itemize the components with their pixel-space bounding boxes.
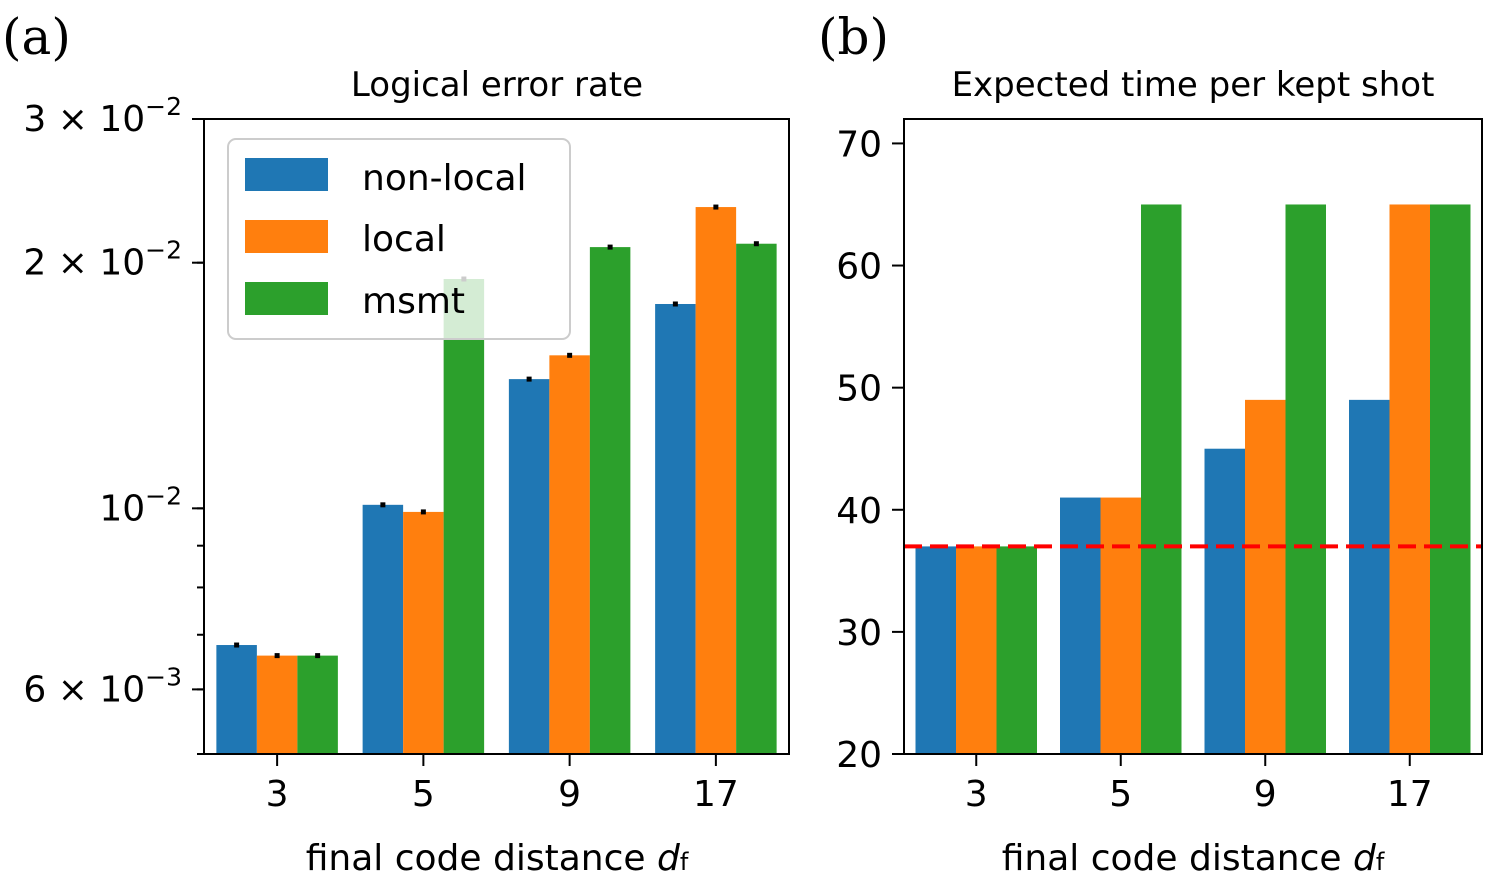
legend-swatch-local <box>245 220 328 253</box>
chart-a-x-axis: 3 5 9 17 <box>266 754 739 815</box>
bar-msmt-d5 <box>443 279 485 754</box>
chart-b-x-axis: 3 5 9 17 <box>965 754 1433 815</box>
x-tick-label-9: 9 <box>1254 774 1277 815</box>
bar-non-local-d5 <box>1060 497 1101 754</box>
bar-msmt-d17 <box>1430 204 1471 754</box>
error-bar-local-d3 <box>274 653 280 659</box>
error-bar-non-local-d9 <box>526 376 532 382</box>
x-tick-label-5: 5 <box>1109 774 1132 815</box>
bar-non-local-d3 <box>915 546 956 754</box>
chart-b-y-axis: 20 30 40 50 60 70 <box>836 124 904 776</box>
y-tick-label: 50 <box>836 369 882 410</box>
error-bar-non-local-d5 <box>380 502 386 508</box>
bar-non-local-d9 <box>508 379 550 754</box>
legend-swatch-msmt <box>245 282 328 315</box>
y-tick-label: 40 <box>836 491 882 532</box>
chart-a-title: Logical error rate <box>351 65 643 105</box>
error-bar-local-d9 <box>567 352 573 358</box>
bar-local-d9 <box>1245 399 1286 754</box>
chart-b-x-label: final code distance df <box>1002 838 1385 879</box>
bar-non-local-d17 <box>655 303 696 754</box>
x-tick-label-17: 17 <box>693 774 739 815</box>
error-bar-local-d5 <box>420 509 426 515</box>
panel-b-label: (b) <box>818 8 889 66</box>
x-tick-label-3: 3 <box>266 774 289 815</box>
y-tick-label: 2 × 10−2 <box>23 236 182 284</box>
panel-a-label: (a) <box>2 8 71 66</box>
bar-non-local-d5 <box>362 504 404 754</box>
error-bar-msmt-d9 <box>607 244 613 250</box>
bar-local-d3 <box>256 655 298 754</box>
chart-a-frame <box>203 118 790 755</box>
bar-msmt-d5 <box>1141 204 1182 754</box>
chart-a-y-axis: 3 × 10−2 2 × 10−2 10−2 6 × 10−3 <box>23 92 204 755</box>
chart-b-frame <box>903 118 1483 755</box>
x-tick-label-3: 3 <box>965 774 988 815</box>
y-tick-label: 3 × 10−2 <box>23 92 182 140</box>
bar-non-local-d3 <box>216 645 257 754</box>
error-bar-non-local-d3 <box>234 642 240 648</box>
y-tick-label: 20 <box>836 735 882 776</box>
bar-local-d5 <box>403 511 444 754</box>
y-tick-label: 70 <box>836 124 882 165</box>
bar-msmt-d3 <box>996 546 1037 754</box>
chart-a-bars <box>216 207 777 755</box>
error-bar-msmt-d17 <box>753 241 759 247</box>
y-tick-label: 60 <box>836 247 882 288</box>
legend-label-local: local <box>362 219 446 260</box>
bar-local-d17 <box>1389 204 1430 754</box>
legend-label-msmt: msmt <box>362 281 465 322</box>
bar-local-d17 <box>695 207 737 755</box>
chart-a-x-label: final code distance df <box>306 838 689 879</box>
bar-msmt-d9 <box>589 247 631 754</box>
legend-swatch-non-local <box>245 158 328 191</box>
bar-local-d3 <box>956 546 997 754</box>
x-tick-label-5: 5 <box>412 774 435 815</box>
x-tick-label-17: 17 <box>1387 774 1433 815</box>
y-tick-label: 30 <box>836 613 882 654</box>
bar-non-local-d17 <box>1349 399 1390 754</box>
legend-label-non-local: non-local <box>362 158 527 199</box>
bar-msmt-d3 <box>297 655 338 754</box>
x-tick-label-9: 9 <box>558 774 581 815</box>
chart-b-bars <box>915 204 1471 754</box>
bar-msmt-d9 <box>1285 204 1326 754</box>
chart-b-title: Expected time per kept shot <box>952 65 1435 105</box>
error-bar-local-d17 <box>713 204 719 210</box>
bar-non-local-d9 <box>1204 448 1245 754</box>
y-tick-label: 10−2 <box>99 481 182 529</box>
bar-local-d9 <box>549 355 590 754</box>
error-bar-non-local-d17 <box>672 301 678 307</box>
error-bar-msmt-d3 <box>315 653 321 659</box>
bar-msmt-d17 <box>736 243 777 754</box>
chart-a-legend: non-local local msmt <box>227 138 571 340</box>
y-tick-label: 6 × 10−3 <box>23 662 182 710</box>
bar-local-d5 <box>1100 497 1141 754</box>
